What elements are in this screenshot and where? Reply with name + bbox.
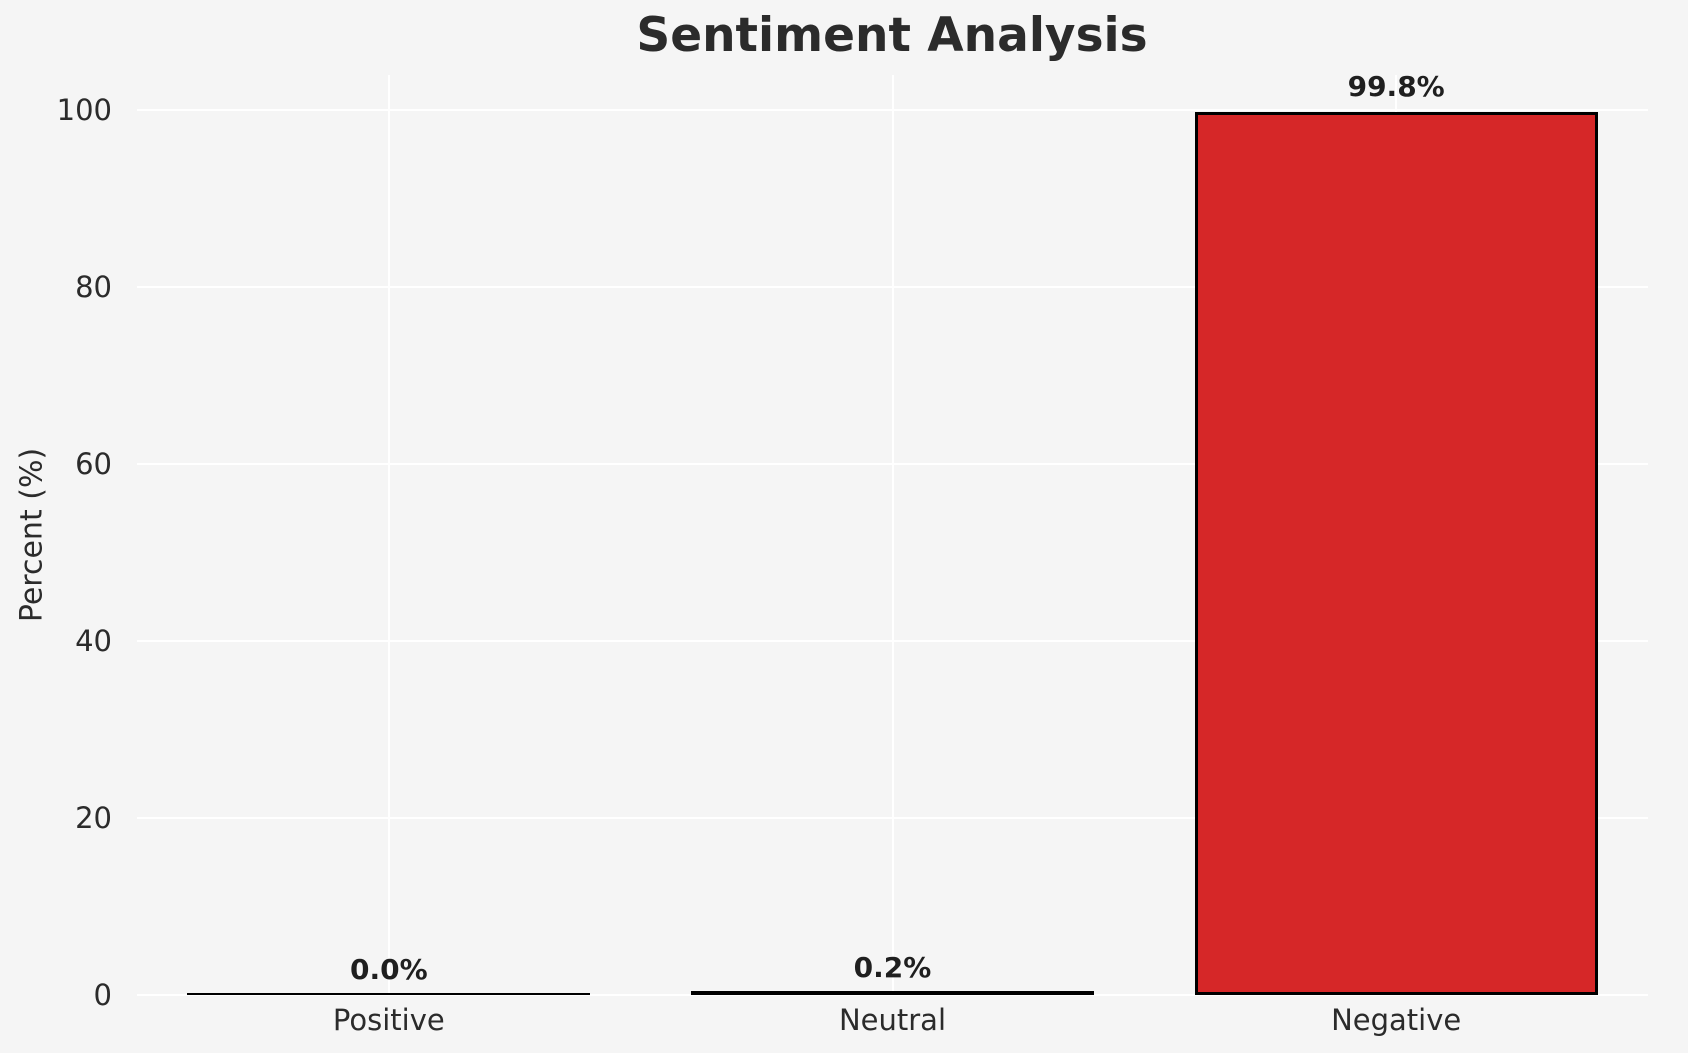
y-tick-label-60: 60: [75, 447, 112, 482]
y-tick-label-100: 100: [56, 93, 112, 128]
y-tick-label-80: 80: [75, 270, 112, 305]
y-tick-label-0: 0: [93, 978, 112, 1012]
plot-area: [137, 75, 1648, 996]
value-label-positive: 0.0%: [350, 953, 428, 986]
x-tick-label-negative: Negative: [1331, 1003, 1462, 1037]
bar-positive: [187, 993, 590, 995]
value-label-negative: 99.8%: [1347, 70, 1445, 103]
x-tick-label-neutral: Neutral: [838, 1003, 947, 1037]
value-label-neutral: 0.2%: [853, 951, 932, 984]
bar-neutral: [691, 991, 1094, 995]
gridline-h-0: [137, 994, 1648, 996]
x-tick-label-positive: Positive: [332, 1003, 445, 1037]
gridline-v-neutral: [891, 75, 894, 995]
bar-negative: [1195, 112, 1598, 995]
chart-title: Sentiment Analysis: [636, 8, 1148, 63]
y-tick-label-20: 20: [75, 801, 112, 836]
gridline-v-positive: [387, 75, 390, 995]
y-tick-label-40: 40: [75, 624, 112, 659]
